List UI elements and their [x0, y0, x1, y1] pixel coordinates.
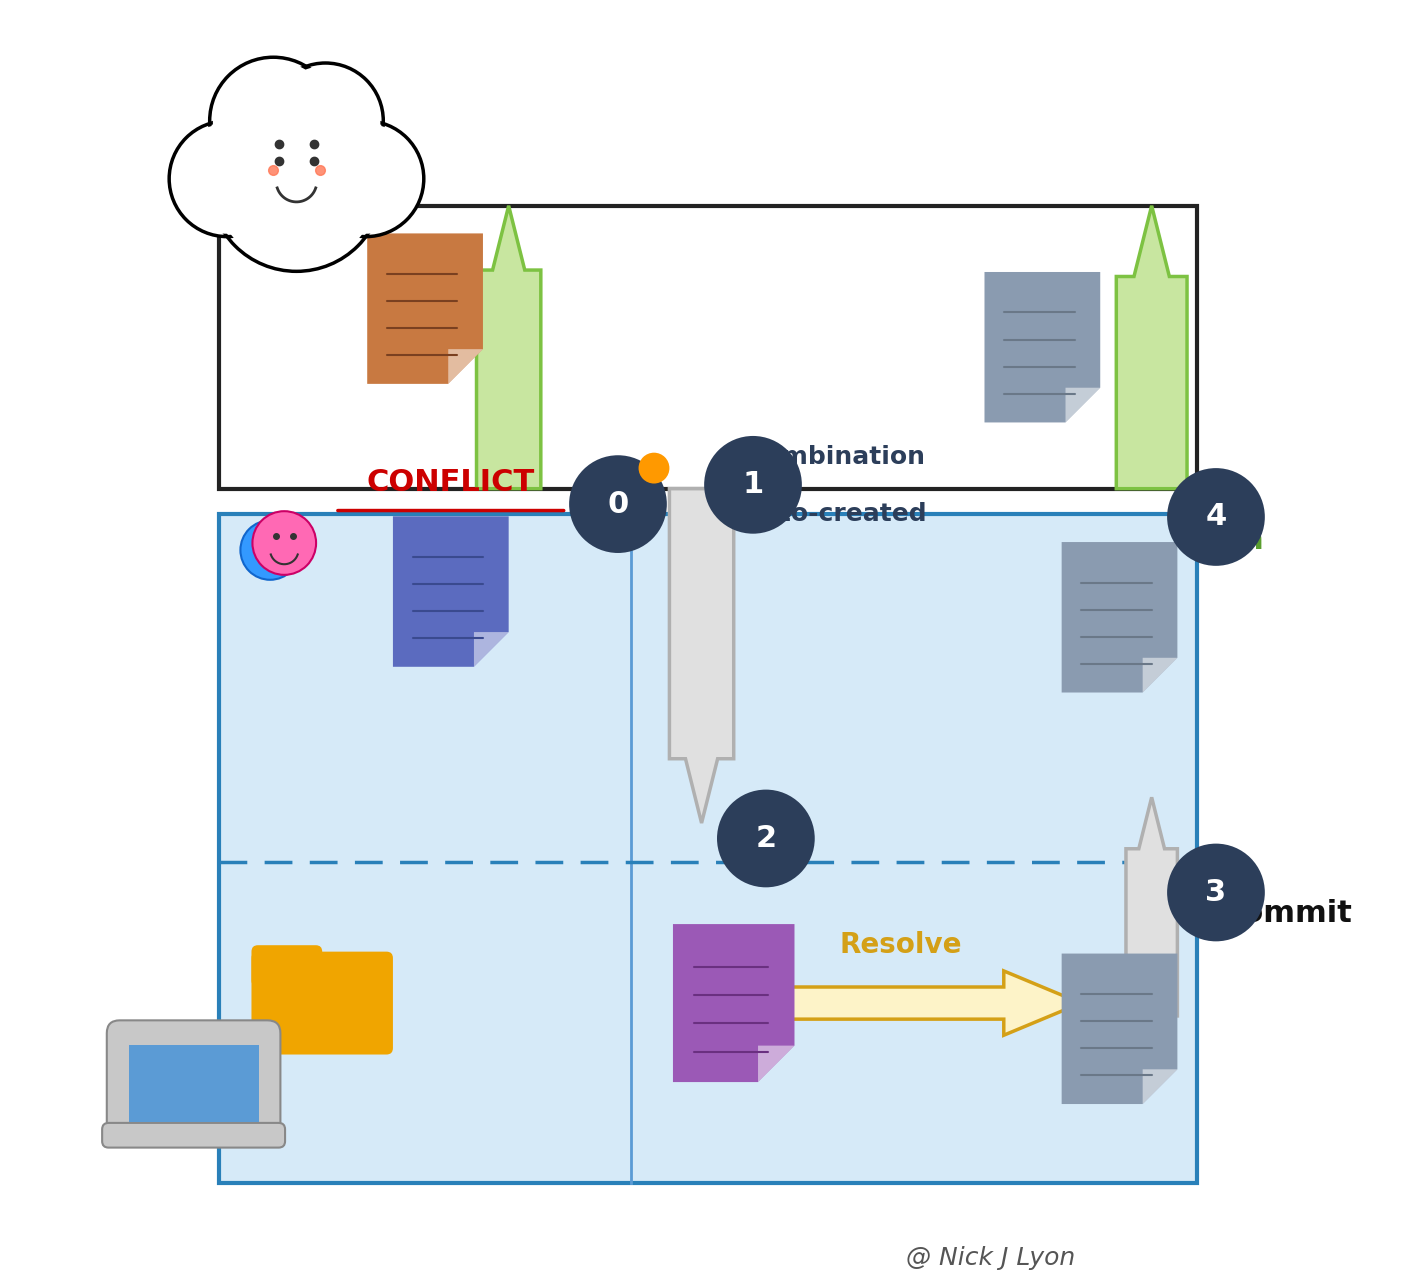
Circle shape: [312, 123, 421, 234]
Text: 4: 4: [1205, 503, 1226, 531]
Circle shape: [214, 102, 379, 267]
Text: @ Nick J Lyon: @ Nick J Lyon: [906, 1246, 1076, 1269]
Polygon shape: [784, 971, 1080, 1035]
Circle shape: [268, 63, 384, 179]
Polygon shape: [1062, 543, 1177, 692]
Polygon shape: [474, 631, 508, 666]
Text: 2: 2: [755, 824, 776, 853]
FancyBboxPatch shape: [219, 514, 1197, 1183]
Circle shape: [252, 512, 316, 575]
Circle shape: [1167, 844, 1264, 941]
Polygon shape: [758, 1046, 794, 1082]
Polygon shape: [1062, 954, 1177, 1103]
FancyBboxPatch shape: [252, 945, 323, 988]
Text: auto-created: auto-created: [745, 503, 927, 526]
Circle shape: [169, 121, 285, 237]
FancyBboxPatch shape: [102, 1123, 285, 1147]
Polygon shape: [1116, 206, 1187, 489]
Circle shape: [704, 436, 801, 534]
Polygon shape: [449, 349, 483, 383]
Text: Push: Push: [1181, 526, 1264, 554]
Polygon shape: [1143, 658, 1177, 692]
Circle shape: [210, 98, 384, 271]
Polygon shape: [1065, 388, 1100, 422]
FancyBboxPatch shape: [129, 1044, 259, 1121]
Polygon shape: [392, 516, 508, 666]
Text: Resolve: Resolve: [840, 931, 961, 959]
Text: 0: 0: [607, 490, 629, 518]
Circle shape: [215, 68, 378, 231]
Circle shape: [212, 60, 334, 181]
Polygon shape: [1143, 1070, 1177, 1103]
Polygon shape: [1126, 797, 1177, 1016]
Circle shape: [716, 790, 814, 887]
Polygon shape: [367, 234, 483, 383]
Polygon shape: [984, 273, 1100, 422]
Circle shape: [241, 521, 300, 580]
Circle shape: [309, 121, 423, 237]
Text: 1: 1: [742, 471, 763, 499]
Circle shape: [1167, 468, 1264, 566]
FancyBboxPatch shape: [106, 1020, 280, 1142]
Text: Combination: Combination: [748, 445, 926, 468]
Circle shape: [219, 73, 374, 226]
Circle shape: [639, 453, 670, 484]
Circle shape: [210, 58, 337, 184]
Text: 3: 3: [1205, 878, 1226, 907]
Text: CONFLICT: CONFLICT: [367, 468, 535, 496]
Polygon shape: [477, 206, 541, 489]
Circle shape: [173, 123, 282, 234]
Circle shape: [270, 66, 381, 176]
Polygon shape: [670, 489, 733, 823]
Circle shape: [569, 455, 667, 553]
FancyBboxPatch shape: [252, 952, 392, 1055]
Polygon shape: [673, 925, 794, 1082]
FancyBboxPatch shape: [219, 206, 1197, 489]
Text: Commit: Commit: [1221, 899, 1352, 927]
